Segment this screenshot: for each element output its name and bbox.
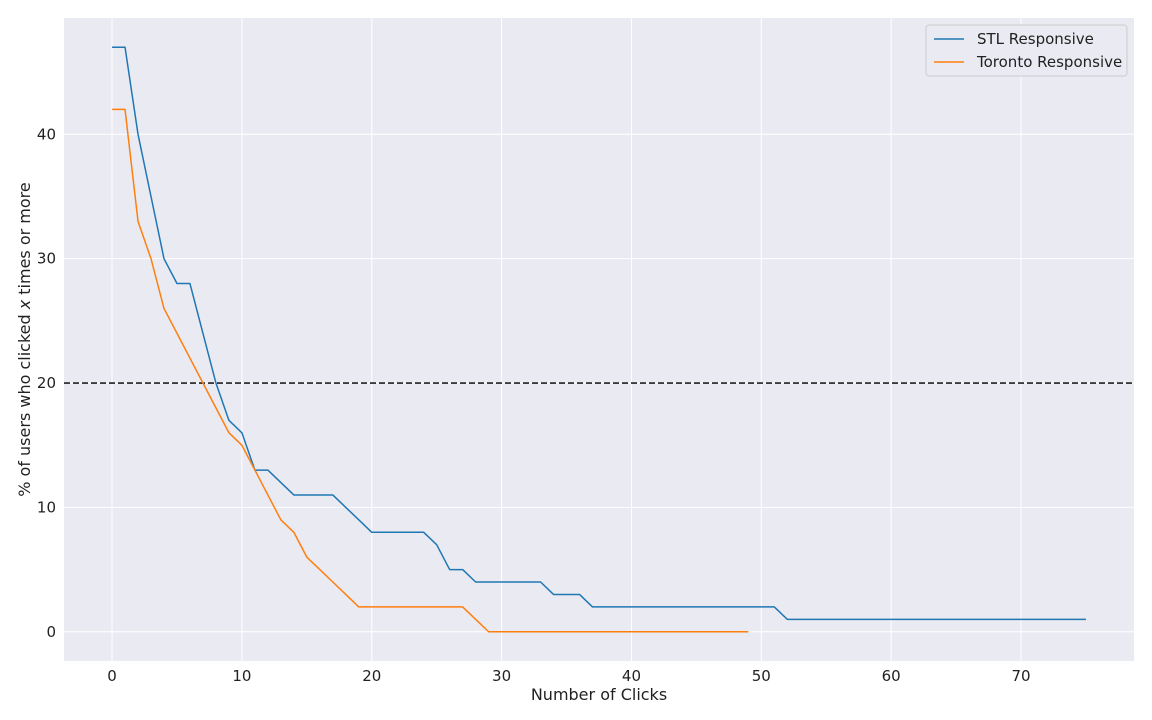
x-tick-label: 30 [492,667,511,685]
series-line-toronto-responsive [112,108,749,633]
series-line-stl-responsive [112,46,1086,621]
x-tick-label: 0 [107,667,117,685]
legend: STL Responsive Toronto Responsive [925,24,1128,77]
y-axis-title-variable: x [15,299,34,310]
legend-label: STL Responsive [977,30,1094,48]
y-axis-title-prefix: % of users who clicked [15,309,34,496]
y-axis-title: % of users who clicked x times or more [15,182,34,497]
x-tick-label: 20 [362,667,381,685]
y-tick-label: 20 [37,374,56,392]
x-tick-labels: 0 10 20 30 40 50 60 70 [107,667,1030,685]
y-tick-label: 10 [37,498,56,516]
y-axis-title-suffix: times or more [15,182,34,300]
y-tick-label: 40 [37,125,56,143]
y-tick-label: 0 [46,623,56,641]
y-tick-labels: 0 10 20 30 40 [37,125,56,640]
x-axis-title: Number of Clicks [531,685,667,704]
x-tick-label: 50 [752,667,771,685]
x-tick-label: 10 [232,667,251,685]
plot-area [64,18,1134,661]
x-tick-label: 70 [1011,667,1030,685]
legend-box [925,24,1128,77]
x-tick-label: 40 [622,667,641,685]
legend-label: Toronto Responsive [976,53,1122,71]
x-tick-label: 60 [882,667,901,685]
y-tick-label: 30 [37,250,56,268]
series-layer [112,46,1086,633]
